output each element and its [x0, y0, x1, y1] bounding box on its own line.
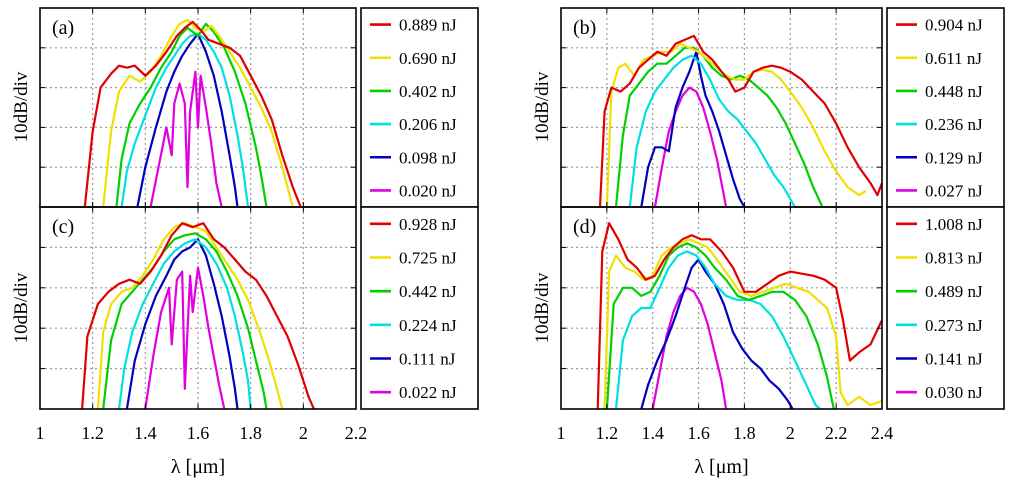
plot-frame: [39, 206, 357, 410]
legend-entry: 0.904 nJ: [925, 16, 983, 35]
series-line-0725: [96, 222, 284, 409]
panel-label: (c): [52, 216, 74, 238]
x-axis-label: λ [μm]: [171, 456, 225, 478]
panel-c: (c) 10dB/div 1 1.2 1.4 1.6 1.8 2 2.2 λ [μm] 0.928 …: [11, 206, 479, 478]
series-line-0022: [144, 266, 226, 409]
legend-entry: 0.206 nJ: [399, 115, 457, 134]
series-line-0129: [640, 50, 746, 207]
x-tick-label: 2.4: [871, 423, 894, 443]
legend-entry: 0.224 nJ: [399, 316, 457, 335]
plot-frame: [560, 206, 883, 410]
series-group: [81, 222, 315, 409]
legend-entry: 0.448 nJ: [925, 82, 983, 101]
x-tick-label: 1.8: [733, 423, 756, 443]
legend-entry: 0.442 nJ: [399, 282, 457, 301]
legend: 0.904 nJ 0.611 nJ 0.448 nJ 0.236 nJ 0.129 nJ…: [886, 7, 1005, 208]
legend-box: [886, 206, 1005, 410]
legend-entry: 0.690 nJ: [399, 49, 457, 68]
series-line-0273: [614, 250, 821, 409]
legend-entry: 0.928 nJ: [399, 215, 457, 234]
y-axis-label: 10dB/div: [532, 71, 553, 142]
legend-entry: 1.008 nJ: [925, 215, 983, 234]
grid: [561, 8, 882, 207]
x-tick-label: 2: [299, 423, 308, 443]
x-axis-label: λ [μm]: [694, 456, 748, 478]
x-tick-label: 1.8: [239, 423, 262, 443]
legend-box: [360, 7, 479, 208]
x-tick-label: 1.6: [687, 423, 710, 443]
panel-label: (a): [52, 17, 74, 39]
legend-entry: 0.141 nJ: [925, 350, 983, 369]
legend-entry: 0.098 nJ: [399, 148, 457, 167]
legend-entry: 0.813 nJ: [925, 249, 983, 268]
legend-box: [886, 7, 1005, 208]
legend-entry: 0.027 nJ: [925, 181, 983, 200]
legend-entry: 0.489 nJ: [925, 282, 983, 301]
series-line-0690: [102, 18, 294, 207]
series-line-0904: [598, 34, 882, 207]
legend-entry: 0.402 nJ: [399, 82, 457, 101]
series-line-0448: [614, 46, 824, 207]
series-group: [596, 222, 882, 409]
legend-entry: 0.030 nJ: [925, 383, 983, 402]
x-tick-label: 1.2: [81, 423, 104, 443]
series-line-0889: [83, 20, 302, 207]
series-group: [83, 18, 302, 207]
legend-entry: 0.273 nJ: [925, 316, 983, 335]
series-line-0236: [628, 54, 796, 207]
y-axis-label: 10dB/div: [532, 272, 553, 343]
series-line-0206: [120, 32, 250, 207]
series-line-0442: [102, 232, 268, 409]
legend-entry: 0.111 nJ: [399, 350, 456, 369]
x-tick-label: 1: [557, 423, 566, 443]
series-line-0489: [605, 242, 835, 409]
ticks: [39, 8, 357, 207]
legend-entry: 0.020 nJ: [399, 181, 457, 200]
legend: 1.008 nJ 0.813 nJ 0.489 nJ 0.273 nJ 0.141 nJ…: [886, 206, 1005, 410]
y-axis-label: 10dB/div: [11, 71, 32, 142]
legend-entry: 0.725 nJ: [399, 249, 457, 268]
series-line-0224: [117, 238, 252, 409]
x-tick-label: 1.4: [134, 423, 157, 443]
ticks: [560, 207, 883, 409]
x-tick-label: 1.4: [641, 423, 664, 443]
series-line-0111: [125, 238, 239, 409]
panel-b: (b) 10dB/div 0.904 nJ 0.611 nJ 0.448 nJ 0.236…: [532, 7, 1005, 208]
series-line-0928: [81, 222, 315, 409]
legend: 0.928 nJ 0.725 nJ 0.442 nJ 0.224 nJ 0.111 nJ…: [360, 206, 479, 410]
y-axis-label: 10dB/div: [11, 272, 32, 343]
x-tick-label: 1: [36, 423, 45, 443]
x-tick-label: 2: [786, 423, 795, 443]
legend-entry: 0.611 nJ: [925, 49, 982, 68]
series-line-0402: [115, 22, 268, 207]
series-line-0027: [653, 86, 728, 207]
series-line-0098: [136, 32, 239, 207]
grid: [40, 207, 356, 409]
panel-a: (a) 10dB/div 0.889 nJ 0.690 nJ 0.402 nJ 0.206…: [11, 7, 479, 208]
x-tick-label: 1.2: [596, 423, 619, 443]
panel-label: (b): [573, 17, 596, 39]
series-line-0020: [149, 70, 223, 207]
grid: [40, 8, 356, 207]
series-group: [598, 34, 882, 207]
x-tick-label: 2.2: [825, 423, 848, 443]
legend: 0.889 nJ 0.690 nJ 0.402 nJ 0.206 nJ 0.098 nJ…: [360, 7, 479, 208]
legend-entry: 0.022 nJ: [399, 383, 457, 402]
series-line-1008: [596, 222, 882, 409]
panel-d: (d) 10dB/div 1 1.2 1.4 1.6 1.8 2 2.2 2.4 λ [μm] 1.0…: [532, 206, 1005, 478]
legend-entry: 0.236 nJ: [925, 115, 983, 134]
series-line-0813: [603, 238, 882, 409]
panel-label: (d): [573, 216, 596, 238]
x-tick-label: 1.6: [187, 423, 210, 443]
legend-entry: 0.129 nJ: [925, 148, 983, 167]
legend-entry: 0.889 nJ: [399, 16, 457, 35]
legend-box: [360, 206, 479, 410]
x-tick-label: 2.2: [345, 423, 368, 443]
